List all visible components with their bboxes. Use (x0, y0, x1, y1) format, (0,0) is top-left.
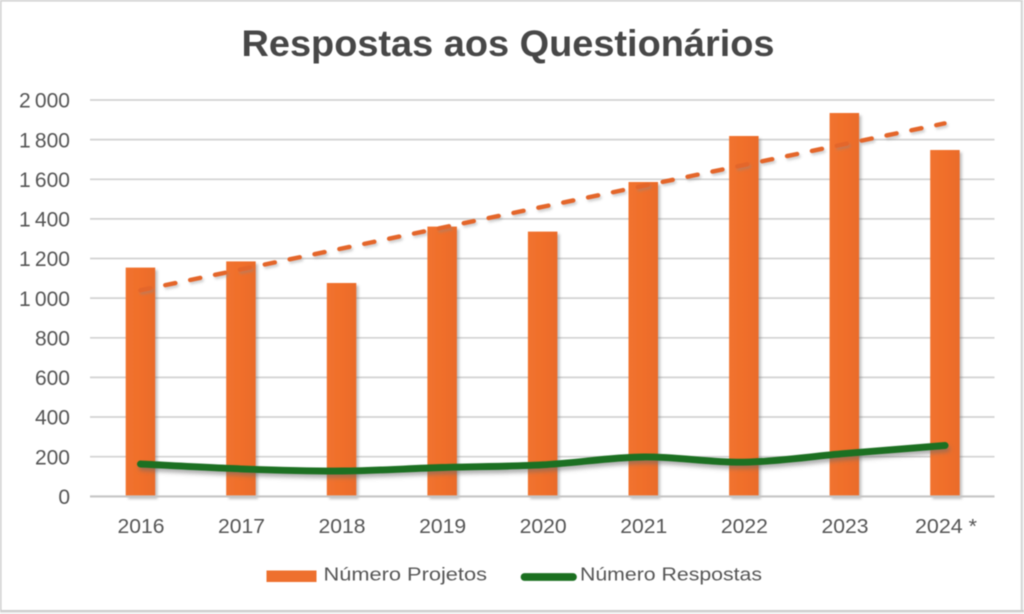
svg-text:1 200: 1 200 (19, 248, 70, 271)
svg-text:2023: 2023 (822, 516, 869, 538)
svg-text:0: 0 (58, 486, 70, 509)
svg-text:400: 400 (35, 407, 70, 430)
svg-text:2016: 2016 (118, 516, 165, 538)
svg-text:1 800: 1 800 (19, 129, 70, 152)
svg-text:Número Projetos: Número Projetos (324, 565, 488, 585)
svg-text:1 600: 1 600 (19, 169, 70, 192)
svg-text:2022: 2022 (721, 516, 768, 538)
svg-text:2018: 2018 (319, 516, 366, 538)
svg-text:2017: 2017 (218, 516, 265, 538)
svg-text:600: 600 (35, 367, 70, 390)
svg-text:800: 800 (35, 327, 70, 350)
svg-text:2021: 2021 (620, 516, 667, 538)
svg-text:Número Respostas: Número Respostas (580, 565, 762, 585)
svg-text:200: 200 (35, 446, 70, 469)
svg-text:1 000: 1 000 (19, 288, 70, 311)
svg-text:Respostas aos Questionários: Respostas aos Questionários (242, 22, 775, 64)
svg-text:2019: 2019 (419, 516, 466, 538)
svg-text:2020: 2020 (520, 516, 567, 538)
svg-text:2 000: 2 000 (19, 90, 70, 113)
svg-text:1 400: 1 400 (19, 209, 70, 232)
svg-text:2024 *: 2024 * (915, 516, 977, 538)
